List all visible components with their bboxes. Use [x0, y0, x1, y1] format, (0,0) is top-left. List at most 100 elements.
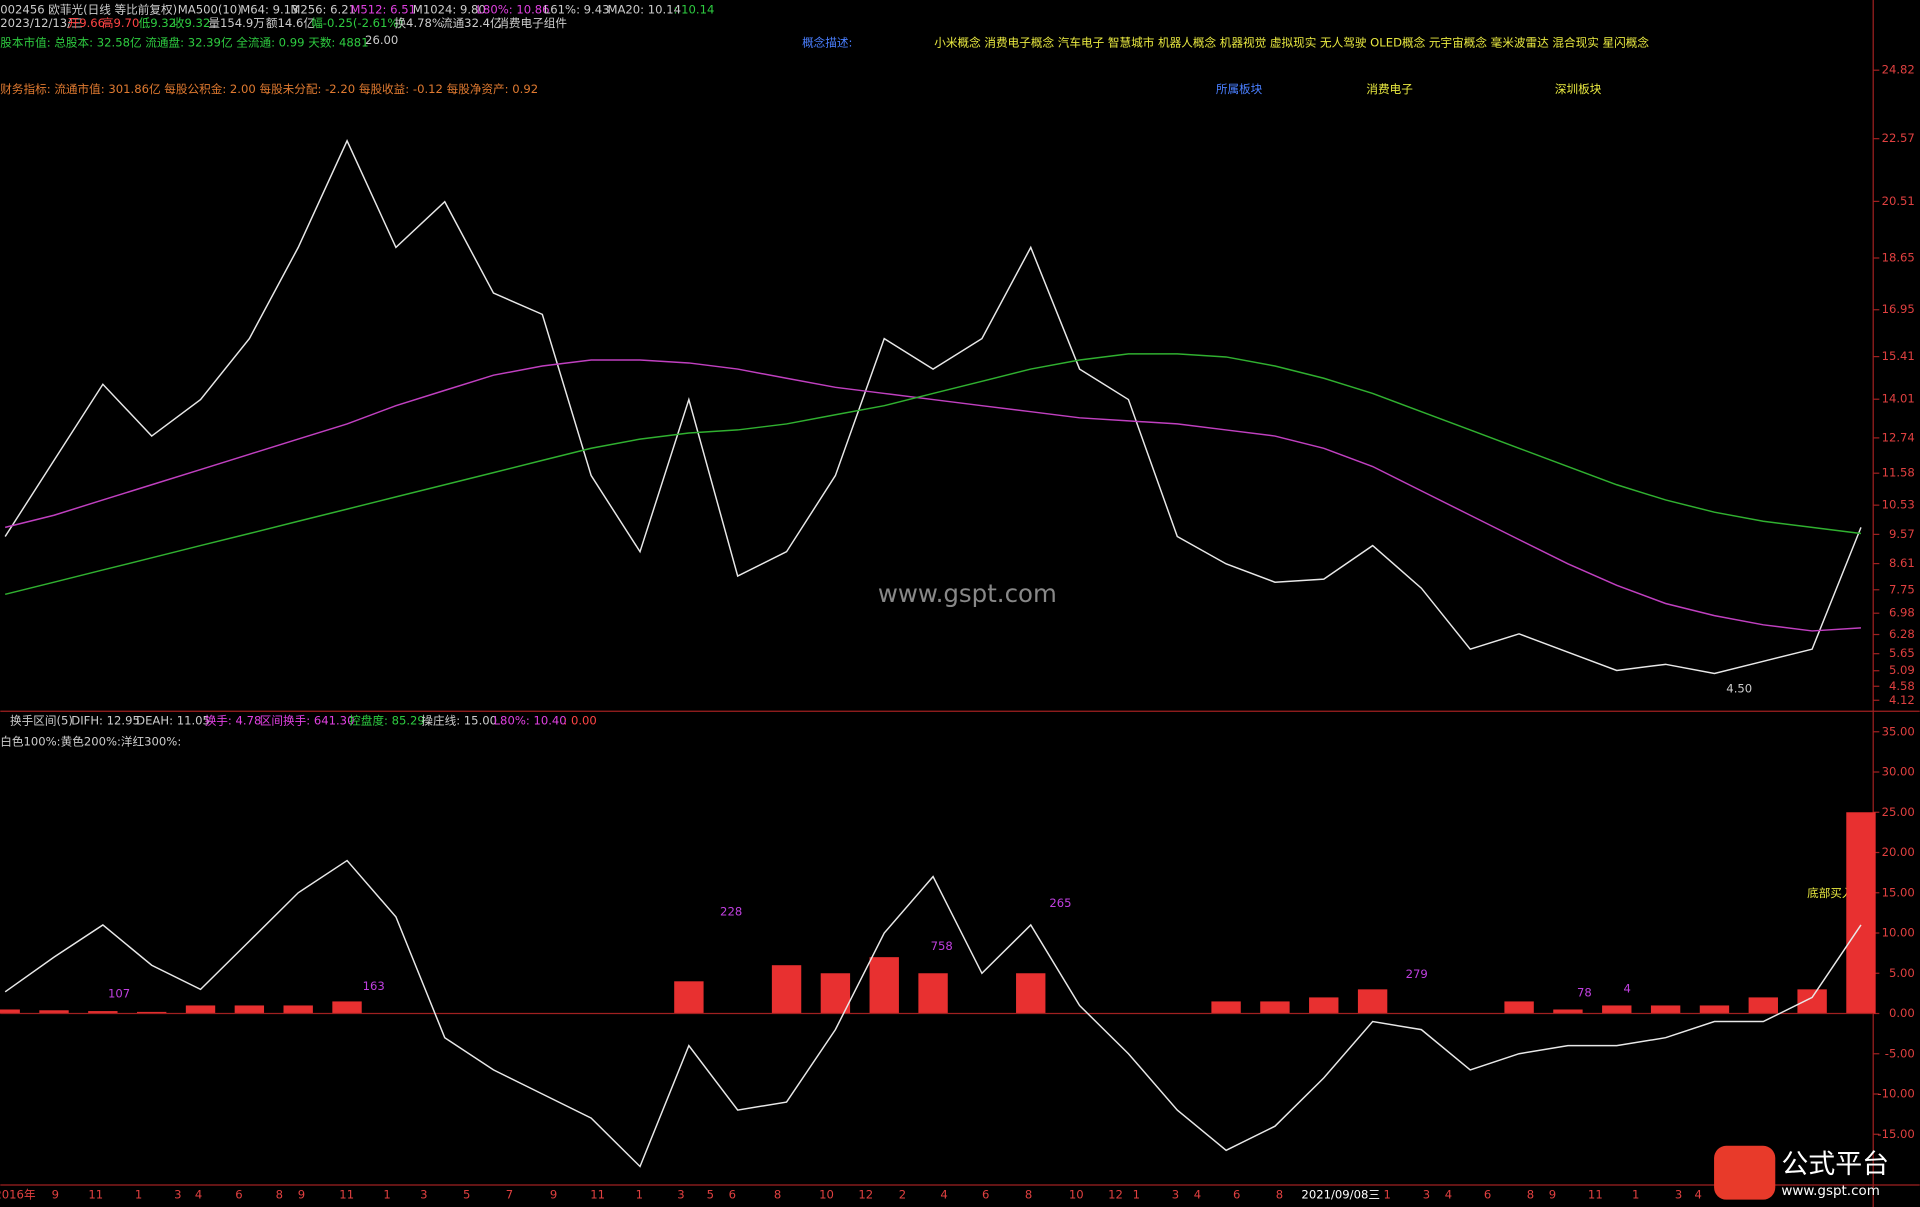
x-tick-label: 1	[383, 1187, 390, 1201]
turnover-bar	[1699, 1005, 1730, 1014]
capital-info: 股本市值: 总股本: 32.58亿 流通盘: 32.39亿 全流通: 0.99 …	[0, 35, 368, 49]
x-tick-label: 3	[677, 1187, 684, 1201]
turnover-bar	[185, 1005, 216, 1014]
x-tick-label: 4	[1694, 1187, 1701, 1201]
turnover-bar	[1602, 1005, 1632, 1014]
x-tick-label: 8	[276, 1187, 283, 1201]
x-tick-label: 9	[52, 1187, 59, 1201]
note: 163	[363, 979, 385, 993]
header-text: 量154.9万	[208, 16, 264, 30]
x-tick-label: 12	[858, 1187, 873, 1201]
y-tick-label: 20.00	[1882, 845, 1915, 859]
y-tick-label: 24.82	[1882, 63, 1915, 77]
header-text: 002456 欧菲光(日线 等比前复权)	[0, 2, 177, 16]
price-line	[4, 353, 1862, 596]
note: 279	[1406, 967, 1428, 981]
y-tick-label: 10.00	[1882, 926, 1915, 940]
x-tick-label: 5	[707, 1187, 714, 1201]
y-tick-label: 9.57	[1889, 527, 1915, 541]
turnover-bar	[1748, 997, 1778, 1014]
turnover-bar	[1211, 1001, 1241, 1014]
x-tick-label: 11	[88, 1187, 103, 1201]
y-tick-label: 15.41	[1882, 349, 1915, 363]
x-tick-label: 6	[235, 1187, 242, 1201]
x-tick-label: 5	[463, 1187, 470, 1201]
concept-label: 概念描述:	[802, 35, 852, 49]
x-tick-label: 9	[1549, 1187, 1556, 1201]
indicator-text: L80%: 10.40	[494, 714, 567, 728]
logo-site: www.gspt.com	[1781, 1184, 1879, 1199]
y-tick-label: -15.00	[1877, 1127, 1914, 1141]
turnover-bar	[1309, 997, 1339, 1014]
low-annotation: 4.50	[1726, 682, 1752, 696]
sector-label: 所属板块	[1216, 82, 1263, 96]
y-tick-label: 10.53	[1882, 498, 1915, 512]
header-text: 2023/12/13/三	[0, 16, 82, 30]
header-text: 额14.6亿	[266, 16, 315, 30]
x-tick-label: 9	[298, 1187, 305, 1201]
x-tick-label: 12	[1108, 1187, 1123, 1201]
x-tick-label: 1	[636, 1187, 643, 1201]
y-tick-label: 16.95	[1882, 302, 1915, 316]
turnover-bar	[39, 1010, 69, 1014]
note: 107	[108, 987, 130, 1001]
x-tick-label: 3	[1675, 1187, 1682, 1201]
price-line	[4, 139, 1862, 675]
note: 78	[1577, 985, 1592, 999]
x-tick-label: 10	[819, 1187, 834, 1201]
turnover-bar	[234, 1005, 265, 1014]
header-text: 换4.78%	[394, 16, 443, 30]
y-tick-label: 4.58	[1889, 679, 1915, 693]
price-line	[4, 359, 1862, 632]
x-tick-label: 8	[1025, 1187, 1032, 1201]
x-tick-label: 7	[506, 1187, 513, 1201]
y-tick-label: 5.65	[1889, 646, 1915, 660]
x-tick-label: 11	[1588, 1187, 1603, 1201]
note: 758	[931, 939, 953, 953]
y-tick-label: 25.00	[1882, 805, 1915, 819]
y-tick-label: 30.00	[1882, 765, 1915, 779]
lower-notes: 107 163 228 758 265 279 78 4 底部买入	[108, 886, 1854, 1000]
x-tick-label: 10	[1069, 1187, 1084, 1201]
x-tick-label: 3	[1172, 1187, 1179, 1201]
lower-header: 换手区间(5) DIFH: 12.95 DEAH: 11.05 换手: 4.78…	[0, 714, 597, 749]
turnover-bar	[1504, 1001, 1534, 1014]
header-text: MA20: 10.14	[607, 2, 681, 16]
header: 002456 欧菲光(日线 等比前复权) MA500(10) M64: 9.13…	[0, 2, 1649, 96]
y-tick-label: 18.65	[1882, 250, 1915, 264]
turnover-bar	[820, 973, 851, 1014]
turnover-bar	[332, 1001, 362, 1014]
header-text: 收9.32	[173, 16, 210, 30]
logo-text: 公式平台	[1781, 1149, 1889, 1180]
turnover-bar	[88, 1011, 118, 1014]
high-annotation: 26.00	[365, 33, 398, 47]
finance-info: 财务指标: 流通市值: 301.86亿 每股公积金: 2.00 每股未分配: -…	[0, 82, 538, 96]
x-tick-label: 4	[940, 1187, 947, 1201]
y-tick-label: -5.00	[1885, 1046, 1915, 1060]
indicator-text: DIFH: 12.95	[71, 714, 140, 728]
note: 228	[720, 904, 742, 918]
y-tick-label: 4.12	[1889, 693, 1915, 707]
x-tick-label: 6	[982, 1187, 989, 1201]
y-tick-label: 7.75	[1889, 582, 1915, 596]
turnover-bar	[1650, 1005, 1681, 1014]
indicator-legend: 白色100%:黄色200%:洋红300%:	[0, 734, 181, 748]
header-text: M1024: 9.80	[413, 2, 486, 16]
y-tick-label: 15.00	[1882, 885, 1915, 899]
y-tick-label: 6.28	[1889, 627, 1915, 641]
note: 底部买入	[1807, 886, 1854, 900]
turnover-bar	[1797, 989, 1827, 1014]
x-tick-label: 6	[1484, 1187, 1491, 1201]
header-text: 幅-0.25(-2.61%)	[311, 16, 403, 30]
y-tick-label: 12.74	[1882, 430, 1915, 444]
y-tick-label: 20.51	[1882, 194, 1915, 208]
y-tick-label: 14.01	[1882, 392, 1915, 406]
x-tick-label: 1	[1632, 1187, 1639, 1201]
x-tick-label: 2	[899, 1187, 906, 1201]
turnover-bar	[1260, 1001, 1290, 1014]
y-tick-label: 5.09	[1889, 663, 1915, 677]
x-tick-label: 4	[1194, 1187, 1201, 1201]
x-tick-label: 8	[1527, 1187, 1534, 1201]
indicator-text: 控盘度: 85.29	[349, 714, 425, 728]
turnover-bar	[1553, 1009, 1583, 1014]
